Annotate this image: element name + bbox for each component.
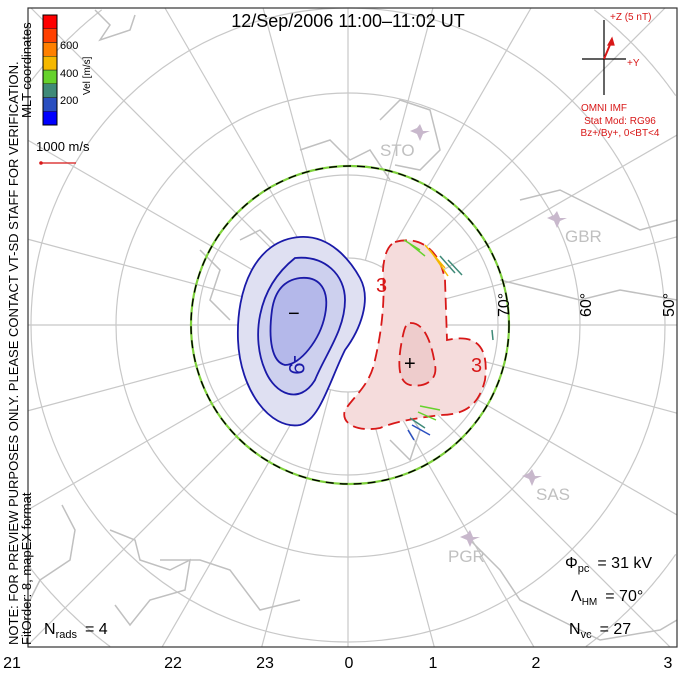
latitude-ring: [28, 565, 111, 647]
radar-count: Nrads = 4: [44, 621, 108, 641]
colorbar-tick-600: 600: [60, 40, 78, 52]
latitude-ring: [585, 554, 677, 647]
mlt-label-0: 0: [345, 655, 354, 672]
station-sas: SAS: [536, 485, 570, 504]
latitude-ring: [28, 9, 103, 85]
mlt-meridian: [262, 7, 332, 261]
colorbar-segment: [42, 97, 58, 112]
preview-note: NOTE: FOR PREVIEW PURPOSES ONLY. PLEASE …: [6, 61, 21, 645]
hm-boundary-dash: [190, 165, 510, 485]
potential-min-marker: −: [288, 303, 300, 325]
mlt-meridian: [27, 371, 302, 646]
station-pgr: PGR: [448, 547, 485, 566]
coord-label: MLT coordinates: [19, 22, 34, 118]
mlt-label-3: 3: [664, 655, 673, 672]
station-gbr: GBR: [565, 227, 602, 246]
colorbar-tick-400: 400: [60, 68, 78, 80]
imf-y-label: +Y: [627, 58, 640, 69]
negative-cell: [237, 236, 366, 427]
map-frame: [27, 7, 678, 648]
mlt-meridian: [27, 238, 284, 309]
mlt-meridian: [394, 371, 671, 648]
mlt-meridian: [394, 7, 666, 279]
imf-source: OMNI IMF: [581, 103, 627, 114]
mlt-label-22: 22: [164, 655, 182, 672]
contour-label-pos: 3: [376, 275, 387, 297]
colorbar-segment: [42, 28, 58, 43]
mlt-meridian: [164, 7, 316, 268]
colorbar-segment: [42, 111, 58, 126]
velocity-colorbar: [42, 14, 58, 126]
mlt-label-1: 1: [429, 655, 438, 672]
latitude-ring: [593, 9, 677, 96]
mlt-meridian: [261, 389, 332, 648]
mlt-meridian: [27, 357, 291, 511]
imf-model: Stat Mod: RG96: [584, 116, 656, 127]
mlt-label-2: 2: [532, 655, 541, 672]
contour-label-neg: -9: [284, 355, 309, 375]
colorbar-segment: [42, 14, 58, 29]
mlt-meridian: [380, 7, 532, 268]
mlt-meridian: [380, 382, 535, 648]
imf-z-label: +Z (5 nT): [610, 12, 651, 23]
colorbar-segment: [42, 83, 58, 98]
colorbar-segment: [42, 56, 58, 71]
mlt-meridian: [364, 7, 434, 261]
velocity-vectors: [403, 239, 494, 441]
fit-order-label: FitOrder: 8, mapEX format: [19, 492, 34, 645]
mlt-meridian: [405, 134, 678, 293]
colorbar-label: Vel [m/s]: [82, 56, 93, 95]
scale-vector-label: 1000 m/s: [36, 139, 90, 154]
mlt-label-23: 23: [256, 655, 274, 672]
mlt-meridian: [161, 382, 316, 648]
cross-polar-potential: Φpc = 31 kV: [565, 555, 652, 575]
vector-count: Nvc = 27: [569, 621, 631, 641]
lat-label-50: 50°: [661, 293, 678, 317]
mlt-label-21: 21: [3, 655, 21, 672]
potential-max-marker: +: [404, 353, 416, 375]
lat-label-60: 60°: [578, 293, 595, 317]
map-title: 12/Sep/2006 11:00–11:02 UT: [231, 11, 465, 31]
mlt-meridian: [412, 236, 678, 309]
imf-condition: Bz+/By+, 0<BT<4: [581, 128, 660, 139]
station-markers: [410, 124, 567, 547]
mlt-meridian: [27, 139, 291, 293]
map-grid: [27, 7, 678, 648]
imf-clock: [582, 20, 626, 95]
colorbar-segment: [42, 42, 58, 57]
mlt-meridian: [364, 389, 435, 648]
hm-boundary-lat: ΛHM = 70°: [571, 588, 643, 608]
coastlines: [29, 9, 678, 641]
lat-label-70: 70°: [496, 293, 513, 317]
station-sto: STO: [380, 141, 415, 160]
colorbar-tick-200: 200: [60, 95, 78, 107]
contour-label-pos-2: 3: [471, 355, 482, 377]
positive-cell: [343, 239, 487, 430]
colorbar-segment: [42, 69, 58, 84]
